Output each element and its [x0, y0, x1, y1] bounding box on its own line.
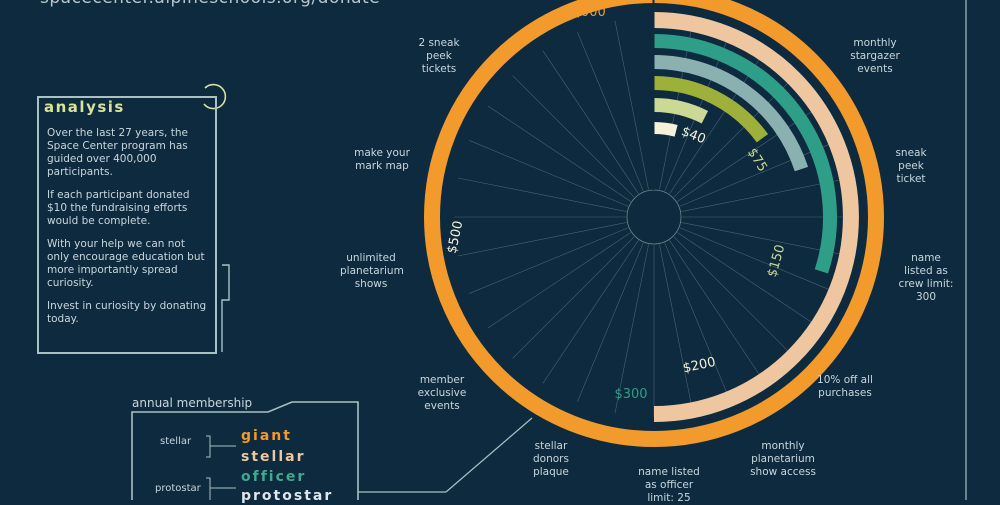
decorations — [131, 0, 967, 500]
tick-line — [542, 50, 639, 194]
tick-line — [673, 236, 796, 359]
ring-1000 — [424, 0, 884, 447]
analysis-notch — [221, 264, 230, 352]
tick-line — [512, 236, 635, 359]
level-protostar: protostar — [241, 488, 334, 504]
tick-line — [577, 32, 644, 192]
center-circle — [626, 189, 682, 245]
ring-label-200: $200 — [682, 355, 717, 377]
benefit-label: unlimited planetarium shows — [340, 252, 404, 290]
ring-label-500: $500 — [445, 220, 467, 255]
tick-line — [457, 177, 627, 212]
tier-label-protostar: protostar — [155, 483, 201, 494]
level-giant: giant — [241, 428, 292, 444]
chart-ticks — [454, 17, 854, 417]
tick-line — [614, 20, 649, 190]
tick-line — [669, 240, 766, 384]
analysis-paragraph: If each participant donated $10 the fund… — [47, 189, 190, 227]
level-stellar: stellar — [241, 449, 306, 465]
analysis-paragraph: Invest in curiosity by donating today. — [47, 300, 207, 325]
tick-line — [614, 244, 649, 414]
ring-150 — [653, 76, 769, 143]
tier-label-stellar: stellar — [160, 436, 192, 447]
tick-line — [487, 105, 631, 202]
benefit-label: monthly planetarium show access — [750, 440, 816, 478]
donate-url[interactable]: spacecenter.alpineschools.org/donate — [40, 0, 380, 8]
benefit-label: name listed as officer limit: 25 — [638, 466, 700, 504]
benefit-label: name listed as crew limit: 300 — [898, 252, 954, 303]
analysis-text: Over the last 27 years, the Space Center… — [47, 127, 209, 336]
ring-75 — [653, 98, 709, 124]
benefit-label: 2 sneak peek tickets — [418, 37, 460, 75]
tick-line — [469, 227, 629, 294]
tick-line — [659, 244, 694, 414]
tick-line — [469, 140, 629, 207]
tick-line — [664, 242, 731, 402]
benefit-label: make your mark map — [354, 147, 410, 172]
ring-40 — [653, 122, 678, 137]
benefit-label: stellar donors plaque — [533, 440, 569, 478]
tier-bracket — [206, 435, 211, 458]
level-officer: officer — [241, 469, 307, 485]
tick-line — [577, 242, 644, 402]
chart-ring-labels: $1,000$500$300$200$150$75$40 — [445, 5, 789, 402]
ring-label-1000: $1,000 — [560, 5, 606, 20]
ring-300 — [653, 34, 837, 274]
chart-rings — [424, 0, 884, 447]
benefit-label: 10% off all purchases — [817, 374, 873, 399]
ring-200 — [653, 55, 809, 172]
analysis-circle — [203, 83, 227, 110]
membership-frame — [131, 401, 359, 500]
analysis-paragraph: Over the last 27 years, the Space Center… — [47, 127, 188, 178]
tier-bracket — [206, 477, 211, 500]
ring-label-150: $150 — [765, 243, 789, 279]
benefit-label: member exclusive events — [417, 374, 467, 412]
membership-title: annual membership — [132, 396, 253, 410]
ring-label-300: $300 — [614, 387, 647, 402]
analysis-title: analysis — [44, 98, 125, 116]
ring-label-40: $40 — [679, 124, 708, 147]
connector-line — [445, 417, 533, 493]
benefit-label: sneak peek ticket — [895, 147, 927, 185]
tick-line — [542, 240, 639, 384]
tick-line — [512, 75, 635, 198]
tick-line — [457, 222, 627, 257]
analysis-box — [37, 96, 217, 354]
analysis-paragraph: With your help we can not only encourage… — [47, 238, 205, 289]
tick-line — [487, 232, 631, 329]
benefit-label: monthly stargazer events — [850, 37, 900, 75]
tick-line — [679, 227, 839, 294]
ring-500 — [653, 12, 859, 422]
tick-line — [677, 232, 821, 329]
